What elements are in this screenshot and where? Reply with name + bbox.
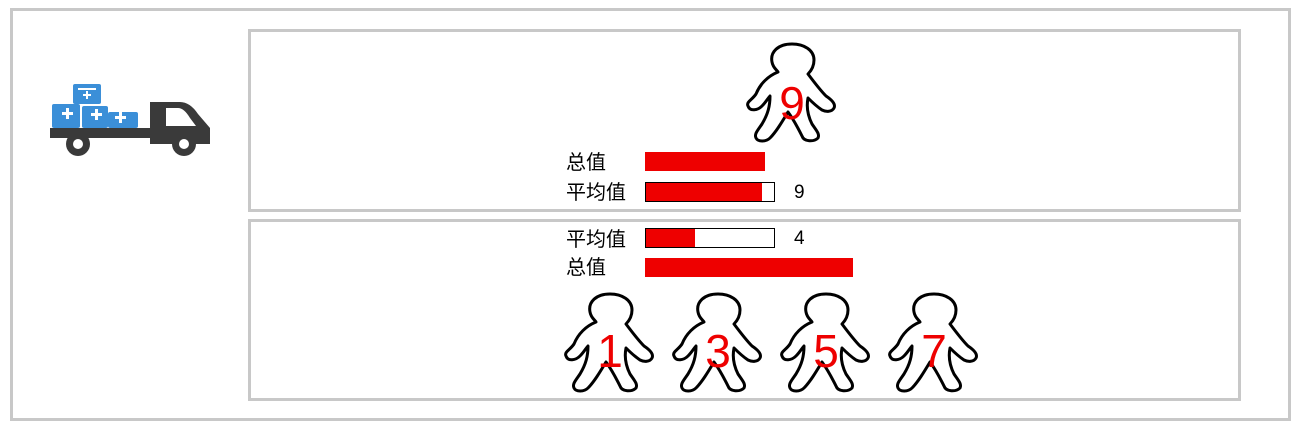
person-1: 1 [560,290,660,396]
top-panel [248,29,1241,212]
person-outline-icon [746,42,836,143]
person-number: 3 [705,325,731,377]
average-label: 平均值 [566,227,626,251]
total-label: 总值 [566,255,606,279]
total-bar [645,152,765,171]
average-bar-fill [646,229,695,247]
person-outline-icon [672,292,762,393]
average-value: 9 [794,182,805,203]
person-outline-icon [888,292,978,393]
bottom-panel [248,219,1241,401]
person-number: 9 [779,77,805,129]
average-bar-fill [646,183,762,201]
total-bar [645,258,853,277]
total-label: 总值 [566,150,606,174]
average-bar [645,228,775,248]
average-bar [645,182,775,202]
person-number: 1 [597,325,623,377]
average-value: 4 [794,228,805,249]
person-number: 7 [921,325,947,377]
person-outline-icon [780,292,870,393]
delivery-truck-icon [50,84,210,156]
person-top: 9 [742,40,842,146]
person-5: 5 [776,290,876,396]
average-label: 平均值 [566,180,626,204]
person-outline-icon [564,292,654,393]
person-number: 5 [813,325,839,377]
person-7: 7 [884,290,984,396]
person-3: 3 [668,290,768,396]
